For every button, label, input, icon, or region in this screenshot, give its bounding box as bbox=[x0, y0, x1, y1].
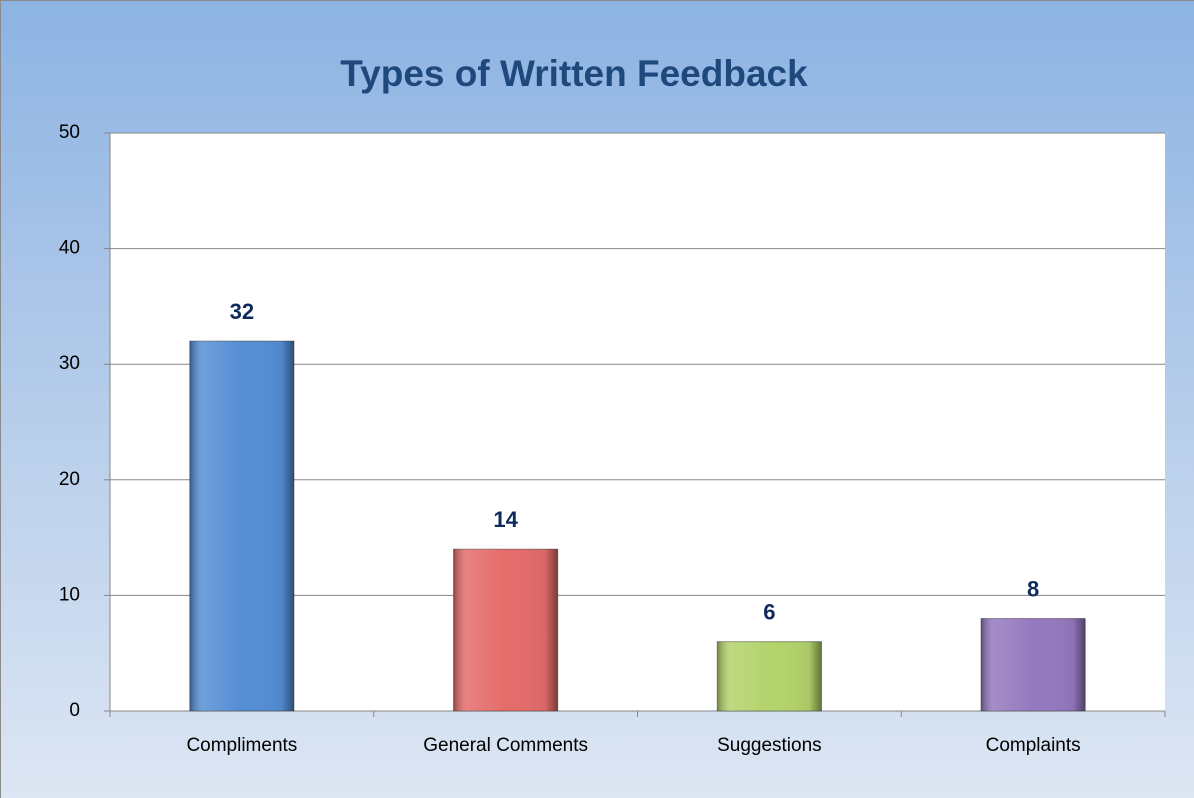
y-tick-label: 30 bbox=[59, 353, 80, 374]
value-label: 6 bbox=[763, 599, 775, 624]
y-tick-label: 20 bbox=[59, 469, 80, 490]
x-tick-label: Complaints bbox=[986, 735, 1081, 756]
value-label: 14 bbox=[493, 507, 518, 532]
bar bbox=[716, 641, 822, 712]
value-label: 32 bbox=[230, 299, 254, 324]
x-tick-label: Suggestions bbox=[717, 735, 822, 756]
y-tick-label: 40 bbox=[59, 238, 80, 259]
x-tick-label: Compliments bbox=[186, 735, 297, 756]
chart-title: Types of Written Feedback bbox=[340, 53, 808, 94]
bar bbox=[189, 340, 295, 712]
y-tick-label: 10 bbox=[59, 584, 80, 605]
y-tick-label: 50 bbox=[59, 122, 80, 143]
bar bbox=[980, 618, 1086, 712]
x-tick-label: General Comments bbox=[423, 735, 588, 756]
y-tick-label: 0 bbox=[69, 700, 80, 721]
bar bbox=[453, 548, 559, 712]
value-label: 8 bbox=[1027, 576, 1039, 601]
